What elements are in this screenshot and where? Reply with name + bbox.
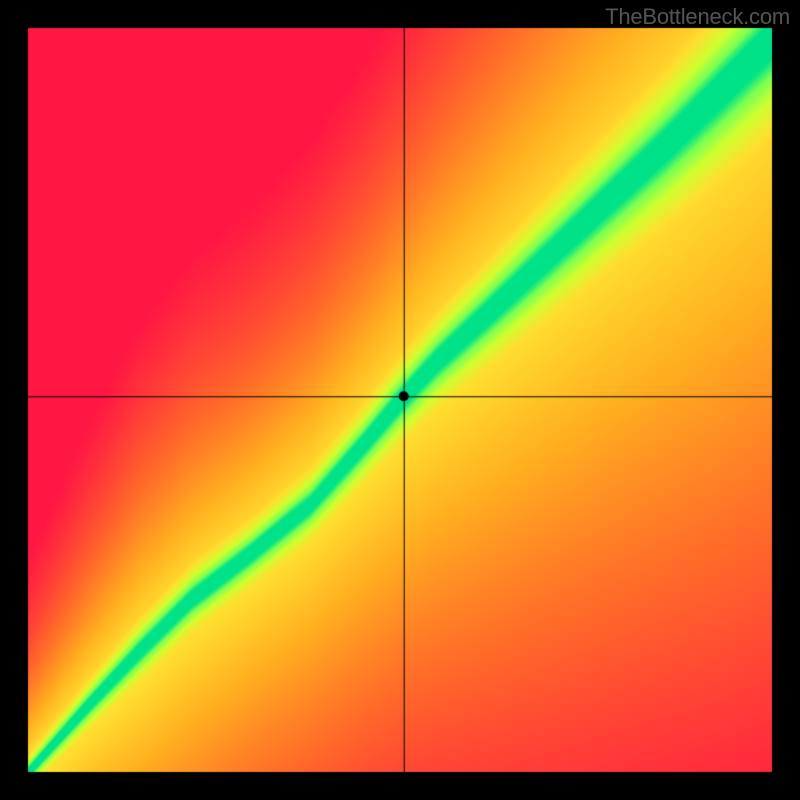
bottleneck-heatmap — [0, 0, 800, 800]
chart-container: TheBottleneck.com — [0, 0, 800, 800]
attribution-text: TheBottleneck.com — [605, 4, 790, 30]
